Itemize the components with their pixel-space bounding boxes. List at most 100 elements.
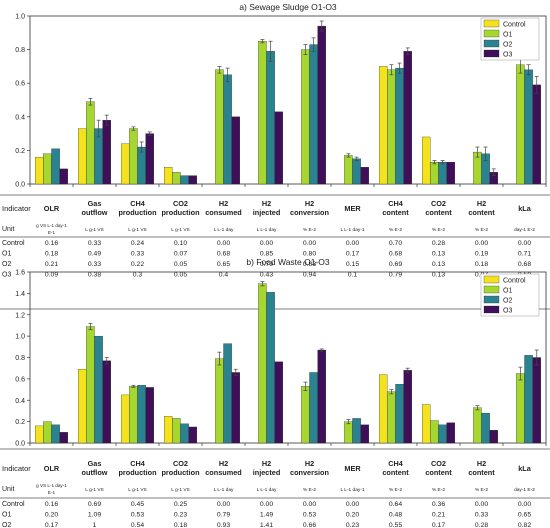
table-row-label: O1 <box>2 512 11 519</box>
x-category-label: MER <box>344 464 361 473</box>
x-category-label: kLa <box>518 204 532 213</box>
bar <box>395 67 404 185</box>
table-cell: 0.79 <box>389 272 402 279</box>
table-cell: 0.00 <box>518 501 531 508</box>
bar <box>309 44 318 185</box>
unit-label: L g-1 VS <box>85 227 104 233</box>
table-cell: 0.70 <box>389 240 402 247</box>
x-category-label: consumed <box>205 208 242 217</box>
x-category-label: H2 <box>262 199 271 208</box>
table-cell: 0.3 <box>133 272 143 279</box>
unit-label: L g-1 VS <box>171 227 190 233</box>
bar <box>35 156 44 185</box>
y-tick-label: 0.2 <box>15 148 25 155</box>
x-category-label: conversion <box>290 208 329 217</box>
table-cell: 0.68 <box>217 251 230 258</box>
unit-label: L L-1 day <box>214 487 234 493</box>
bar <box>438 162 447 185</box>
bar <box>164 167 173 185</box>
y-tick-label: 0.6 <box>15 81 25 88</box>
bar <box>317 349 326 444</box>
unit-label: % E-2 <box>475 487 488 493</box>
unit-label: L L-1 day <box>214 227 234 233</box>
table-cell: 0.48 <box>389 512 402 519</box>
table-cell: 0.17 <box>45 522 58 528</box>
table-cell: 0.4 <box>219 272 229 279</box>
legend-label: O3 <box>503 52 512 59</box>
bar <box>78 369 87 444</box>
bar <box>145 387 154 444</box>
x-category-label: conversion <box>290 468 329 477</box>
table-cell: 0.1 <box>348 272 358 279</box>
bar <box>532 357 541 444</box>
table-cell: 0.80 <box>303 251 316 258</box>
bar <box>274 361 283 444</box>
bar <box>344 421 353 444</box>
legend-label: Control <box>503 22 526 29</box>
table-cell: 0.33 <box>88 261 101 268</box>
table-cell: 0.17 <box>346 251 359 258</box>
table-cell: 0.18 <box>174 522 187 528</box>
bar <box>317 25 326 185</box>
table-row-label: O2 <box>2 261 11 268</box>
legend-label: Control <box>503 278 526 285</box>
y-tick-label: 0.4 <box>15 398 25 405</box>
table-indicator-label: Indicator <box>2 464 31 473</box>
x-category-label: content <box>425 468 452 477</box>
bar <box>352 418 361 444</box>
y-tick-label: 0.0 <box>15 182 25 189</box>
legend-swatch <box>483 285 500 294</box>
table-cell: 0.79 <box>217 512 230 519</box>
x-category-label: CO2 <box>173 459 188 468</box>
bar <box>430 420 439 444</box>
bar <box>164 416 173 444</box>
bar <box>35 425 44 444</box>
unit-label: day-1 E-2 <box>514 487 535 493</box>
y-tick-label: 1.2 <box>15 312 25 319</box>
table-cell: 0.20 <box>45 512 58 519</box>
table-cell: 0.65 <box>217 261 230 268</box>
x-category-label: CO2 <box>431 199 446 208</box>
bar <box>258 41 267 185</box>
table-cell: 0.33 <box>131 251 144 258</box>
table-cell: 0.00 <box>346 501 359 508</box>
y-tick-label: 1.6 <box>15 270 25 277</box>
unit-label: L L-1 day <box>257 227 277 233</box>
bar <box>352 158 361 185</box>
bar <box>43 421 52 444</box>
table-cell: 0.43 <box>260 272 273 279</box>
bar <box>137 146 146 185</box>
bar <box>266 292 275 444</box>
legend-swatch <box>483 49 500 58</box>
table-cell: 0.05 <box>174 261 187 268</box>
table-cell: 0.17 <box>432 522 445 528</box>
bar <box>430 162 439 185</box>
bar <box>258 283 267 444</box>
bar <box>266 51 275 185</box>
table-unit-label: Unit <box>2 486 15 493</box>
y-tick-label: 0.4 <box>15 114 25 121</box>
x-category-label: CH4 <box>130 459 146 468</box>
table-cell: 0.36 <box>432 501 445 508</box>
x-category-label: Gas <box>88 199 102 208</box>
table-cell: 0.66 <box>303 522 316 528</box>
table-cell: 0.28 <box>432 240 445 247</box>
table-cell: 0.54 <box>131 522 144 528</box>
x-category-label: content <box>468 208 495 217</box>
table-cell: 1 <box>93 522 97 528</box>
x-category-label: CH4 <box>130 199 146 208</box>
legend-label: O2 <box>503 42 512 49</box>
x-category-label: CO2 <box>431 459 446 468</box>
unit-label: % E-2 <box>389 227 402 233</box>
table-cell: 0.15 <box>346 261 359 268</box>
table-cell: 0.00 <box>260 240 273 247</box>
bar <box>379 374 388 444</box>
unit-label: % E-2 <box>303 227 316 233</box>
bar <box>102 360 111 444</box>
x-category-label: production <box>118 208 156 217</box>
legend-label: O1 <box>503 288 512 295</box>
table-cell: 0.71 <box>518 251 531 258</box>
table-indicator-label: Indicator <box>2 204 31 213</box>
unit-label: E-1 <box>48 490 56 495</box>
